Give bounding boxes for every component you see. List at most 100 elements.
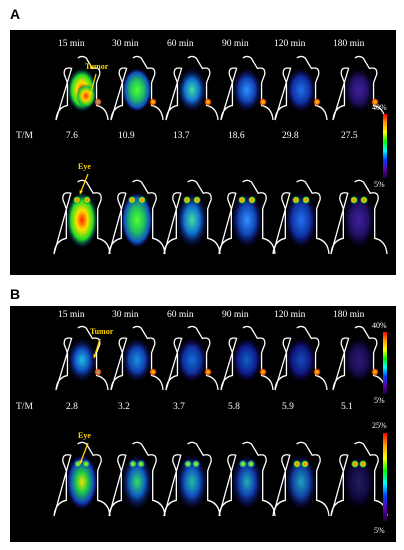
eye-hotspot [292,196,300,204]
tm-value-a-5: 29.8 [282,131,299,141]
eye-hotspot [83,196,91,204]
mouse-outline [332,325,386,391]
tumor-hotspot [94,368,102,376]
tm-value-b-3: 3.7 [173,402,185,412]
mouse-body-signal [122,68,152,112]
panel-b-image: 15 min 30 min 60 min 90 min 120 min 180 … [10,306,396,542]
mouse-body-signal [122,338,152,382]
tumor-hotspot [313,368,321,376]
eye-hotspot [293,460,301,468]
time-label-b-2: 30 min [112,310,139,320]
tumor-hotspot [149,98,157,106]
tumor-hotspot [204,368,212,376]
eye-hotspot [351,460,359,468]
eye-hotspot [302,196,310,204]
mouse-outline [163,179,221,255]
scale-max-a: 40% [372,103,387,112]
scale-bottom-max-b: 25% [372,421,387,430]
eye-hotspot [247,460,255,468]
eye-hotspot [359,460,367,468]
time-label-a-6: 180 min [333,39,365,49]
mouse-body-signal [344,338,374,382]
tm-value-b-2: 3.2 [118,402,130,412]
mouse-body-signal [177,68,207,112]
mouse-body-signal [285,192,317,248]
eye-hotspot [350,196,358,204]
mouse-body-signal [176,192,208,248]
eye-annotation-b: Eye [78,431,91,440]
mouse-body-signal [121,192,153,248]
eye-hotspot [137,460,145,468]
eye-hotspot [193,196,201,204]
mouse-body-signal [121,454,153,510]
eye-hotspot [184,460,192,468]
mouse-outline [274,55,328,121]
tumor-hotspot [204,98,212,106]
tm-value-b-5: 5.9 [282,402,294,412]
color-scale-bar-a [383,114,387,178]
mouse-body-signal [231,454,263,510]
mouse-body-signal [231,192,263,248]
mouse-body-signal [285,454,317,510]
mouse-outline [218,179,276,255]
eye-hotspot [360,196,368,204]
mouse-outline [272,179,330,255]
time-label-a-1: 15 min [58,39,85,49]
eye-arrow-a [79,173,89,195]
mouse-outline [55,325,109,391]
mouse-outline [108,179,166,255]
tm-value-a-2: 10.9 [118,131,135,141]
time-label-a-2: 30 min [112,39,139,49]
mouse-outline [55,55,109,121]
tumor-hotspot [149,368,157,376]
panel-b-label: B [10,286,21,302]
mouse-body-signal [286,338,316,382]
tumor-annotation-b: Tumor [90,327,114,336]
eye-hotspot [73,196,81,204]
tumor-arrow-a [89,73,97,97]
mouse-outline [163,441,221,517]
mouse-body-signal [344,68,374,112]
tumor-hotspot [259,98,267,106]
tumor-hotspot [371,98,379,106]
tumor-hotspot [313,98,321,106]
eye-hotspot [248,196,256,204]
time-label-a-3: 60 min [167,39,194,49]
mouse-outline [220,55,274,121]
mouse-outline [165,325,219,391]
time-label-a-4: 90 min [222,39,249,49]
tumor-arrow-b-head [93,354,97,358]
mouse-body-signal [177,338,207,382]
eye-hotspot [82,460,90,468]
color-scale-bar-b-top [383,332,387,394]
mouse-body-signal [286,68,316,112]
eye-hotspot [128,196,136,204]
eye-arrow-b-head [79,460,84,464]
time-label-a-5: 120 min [274,39,306,49]
mouse-outline [53,441,111,517]
eye-hotspot [183,196,191,204]
mouse-body-signal [66,454,98,510]
tumor-hotspot [94,98,102,106]
mouse-outline [220,325,274,391]
eye-arrow-a-head [79,190,84,194]
eye-hotspot [192,460,200,468]
mouse-outline [330,441,388,517]
signal-hotspot [76,84,96,108]
mouse-outline [110,325,164,391]
tumor-hotspot [371,368,379,376]
eye-hotspot [138,196,146,204]
time-label-b-1: 15 min [58,310,85,320]
mouse-outline [108,441,166,517]
scale-min-a: 5% [374,180,385,189]
tm-value-a-3: 13.7 [173,131,190,141]
mouse-body-signal [343,454,375,510]
eye-hotspot [238,196,246,204]
eye-arrow-b [79,442,89,465]
tm-value-a-6: 27.5 [341,131,358,141]
mouse-outline [110,55,164,121]
mouse-body-signal [232,338,262,382]
mouse-body-signal [176,454,208,510]
eye-hotspot [301,460,309,468]
eye-hotspot [129,460,137,468]
